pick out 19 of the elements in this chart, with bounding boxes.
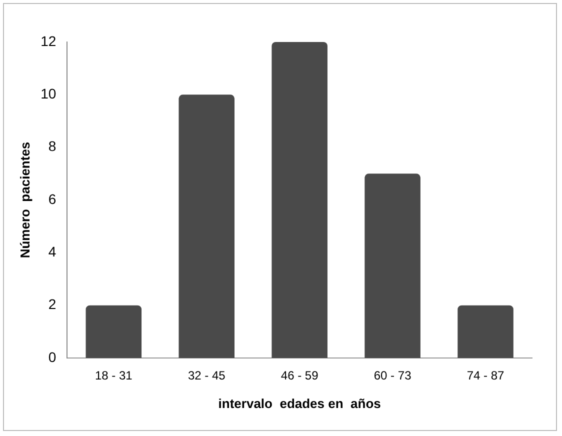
bar [458, 305, 514, 358]
x-tick-label: 18 - 31 [94, 368, 133, 383]
x-tick-label: 60 - 73 [374, 368, 412, 383]
bar [364, 174, 420, 358]
y-tick-label: 8 [48, 138, 56, 154]
y-tick-label: 2 [48, 296, 56, 312]
y-tick-label: 6 [48, 190, 56, 207]
bar [178, 94, 235, 358]
x-axis-title: intervalo edades en años [218, 396, 381, 411]
y-tick-label: 10 [40, 86, 56, 102]
x-tick-label: 46 - 59 [280, 368, 319, 383]
bar [272, 42, 328, 358]
x-tick-label: 32 - 45 [188, 368, 226, 383]
y-tick-label: 4 [48, 244, 56, 260]
y-axis-title: Número pacientes [17, 142, 32, 258]
y-tick-label: 12 [40, 32, 56, 49]
y-tick-label: 0 [48, 348, 56, 365]
bar [86, 305, 142, 358]
x-tick-label: 74 - 87 [466, 368, 505, 383]
